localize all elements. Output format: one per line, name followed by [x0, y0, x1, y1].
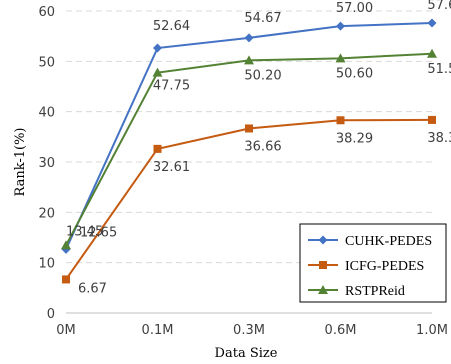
legend: CUHK-PEDES ICFG-PEDES RSTPReid: [299, 223, 447, 303]
data-label: 54.67: [244, 11, 281, 26]
legend-item: RSTPReid: [308, 284, 405, 299]
data-label: 52.64: [153, 19, 190, 34]
data-label: 36.66: [244, 139, 281, 154]
data-point: [335, 53, 346, 63]
data-point: [153, 43, 162, 53]
data-label: 47.75: [153, 79, 190, 94]
data-point: [428, 115, 436, 124]
legend-label: ICFG-PEDES: [345, 259, 424, 274]
y-tick-label: 40: [38, 106, 55, 121]
data-label: 6.67: [78, 281, 107, 296]
data-point: [427, 48, 437, 58]
axes: 0 10 20 30 40 50 60 0M 0.1M 0.3M 0.6M 1.0M: [38, 5, 447, 338]
series-cuhk-pedes: [61, 18, 437, 254]
legend-marker: [319, 261, 327, 269]
data-point: [244, 33, 254, 43]
data-point: [153, 144, 162, 153]
data-label: 51.50: [427, 62, 451, 77]
data-label: 13.45: [66, 224, 103, 239]
data-label: 32.61: [153, 160, 190, 175]
series-icfg-pedes: [62, 115, 436, 284]
data-point: [336, 116, 345, 125]
series-rstpreid: [61, 48, 437, 250]
data-label: 57.61: [427, 0, 451, 13]
data-point: [245, 124, 253, 133]
legend-label: RSTPReid: [345, 284, 405, 299]
y-tick-label: 0: [47, 307, 55, 322]
data-label: 38.29: [336, 131, 373, 146]
data-point: [152, 67, 163, 77]
data-label: 57.00: [336, 1, 373, 16]
data-labels: 12.65 52.64 54.67 57.00 57.61 6.67 32.61 36.66 3…: [66, 0, 451, 296]
x-tick-label: 0.6M: [325, 323, 357, 338]
data-label: 38.36: [427, 131, 451, 146]
data-label: 50.60: [336, 66, 373, 81]
x-tick-label: 1.0M: [416, 323, 448, 338]
series-lines: [61, 18, 437, 284]
data-label: 50.20: [244, 68, 281, 83]
data-point: [62, 275, 70, 284]
y-tick-label: 30: [38, 156, 55, 171]
y-tick-label: 60: [38, 5, 55, 20]
y-axis-title: Rank-1(%): [13, 127, 28, 196]
legend-marker: [318, 235, 328, 245]
y-tick-label: 50: [38, 55, 55, 70]
data-point: [61, 240, 71, 250]
x-tick-label: 0.1M: [142, 323, 174, 338]
data-point: [427, 18, 437, 28]
y-tick-label: 20: [38, 206, 55, 221]
legend-marker: [318, 285, 328, 294]
x-tick-label: 0M: [56, 323, 76, 338]
data-point: [244, 55, 254, 65]
data-point: [336, 21, 345, 31]
x-axis-title: Data Size: [215, 346, 278, 361]
legend-label: CUHK-PEDES: [345, 234, 432, 249]
legend-item: ICFG-PEDES: [308, 259, 424, 274]
legend-item: CUHK-PEDES: [308, 234, 432, 249]
x-tick-label: 0.3M: [233, 323, 265, 338]
data-label: 12.65: [80, 225, 117, 240]
y-tick-label: 10: [38, 257, 55, 272]
